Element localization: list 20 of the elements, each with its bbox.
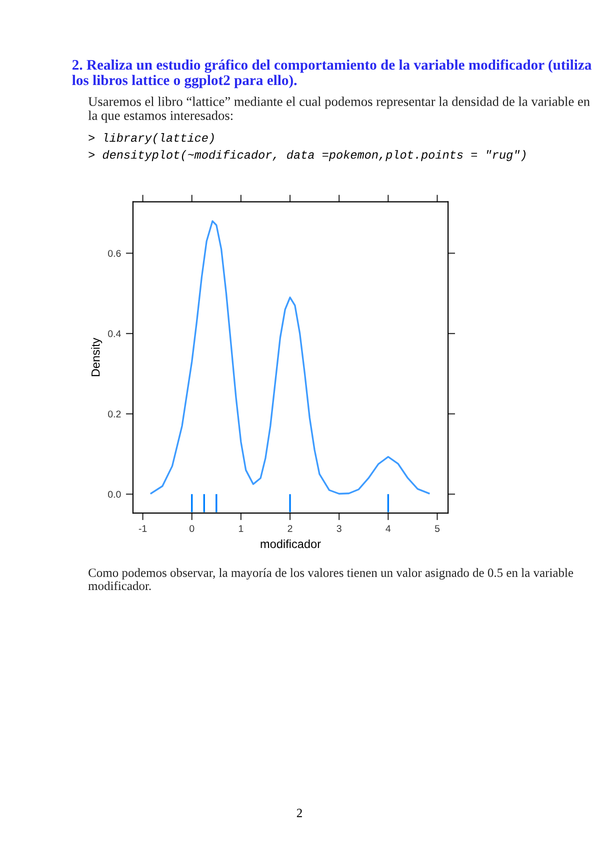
line-series: [150, 220, 430, 495]
x-axis-title: modificador: [260, 539, 321, 548]
y-tick-label: 0.2: [108, 410, 121, 418]
chart-subtitle: Usaremos el libro “lattice” mediante el cual podemos representar la densidad de la variable en la que estamos interesados:: [88, 96, 590, 123]
text: > library(lattice): [88, 133, 214, 144]
x-tick-label: 4: [386, 525, 391, 532]
x-tick-label: 2: [288, 525, 292, 532]
x-tick-label: 3: [336, 525, 342, 532]
x-tick-label: 0: [190, 525, 194, 532]
text: > densityplot(~modificador, data =pokemon,plot.points = "rug"): [88, 150, 526, 162]
text: Como podemos observar, la mayoría de los valores tienen un valor asignado de 0.5 en la variable modificador.: [88, 568, 574, 590]
y-axis-title: Density: [91, 338, 102, 376]
x-tick-label: 5: [434, 525, 440, 532]
y-tick-label: 0.4: [108, 330, 121, 338]
y-tick-label: 0.6: [108, 250, 121, 257]
y-tick-label: 0.0: [108, 490, 121, 498]
x-tick-label: -1: [138, 525, 147, 532]
x-tick-label: 1: [238, 525, 244, 532]
text: 2: [296, 808, 302, 818]
chart-title: 2. Realiza un estudio gráfico del comportamiento de la variable modificador (utiliza los libros lattice o ggplot2 para ello).: [72, 59, 592, 88]
